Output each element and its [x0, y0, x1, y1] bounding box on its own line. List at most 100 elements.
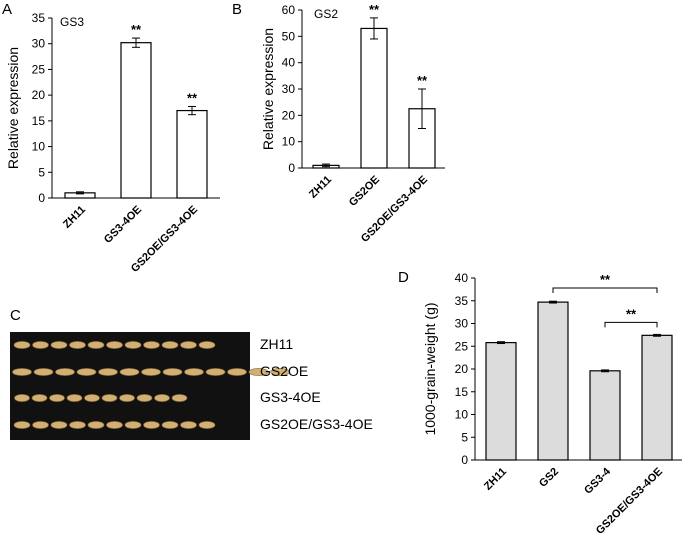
grain-zh11-4	[69, 341, 86, 349]
grain-gs2oe-13	[270, 368, 290, 376]
chart-d-y-tick-label-15: 15	[455, 385, 469, 399]
chart-a-y-tick-label-35: 35	[32, 11, 46, 25]
chart-d-y-tick-label-5: 5	[461, 430, 468, 444]
chart-b-y-tick-label-20: 20	[282, 108, 296, 122]
grain-gs2oe-7	[141, 368, 161, 376]
grain-gs2oe-12	[248, 368, 269, 376]
grain-gs2oe-3	[55, 368, 75, 376]
chart-d-bar-zh11	[485, 342, 517, 461]
chart-d-bar-gs2	[537, 301, 569, 461]
grain-gs3-4oe-1	[14, 394, 30, 402]
chart-d-y-tick-label-35: 35	[455, 294, 469, 308]
grain-row-gs2oe-gs3-4oe	[13, 421, 216, 429]
chart-b-bar-gs2oe-gs3-4oe	[408, 108, 436, 169]
chart-a-y-tick-label-25: 25	[32, 62, 46, 76]
grain-zh11-1	[13, 341, 31, 349]
chart-d-y-tick-label-30: 30	[455, 317, 469, 331]
chart-b-category-label-gs2oe: GS2OE	[347, 174, 382, 209]
chart-b-bar-gs2oe	[360, 27, 388, 169]
chart-a-y-tick-label-15: 15	[32, 114, 46, 128]
panel-letter-b: B	[232, 1, 242, 18]
panel-letter-c: C	[10, 307, 21, 324]
grain-gs2oe-gs3-4oe-5	[87, 421, 105, 429]
grain-gs3-4oe-7	[119, 394, 135, 402]
chart-a-bar-gs2oe-gs3-4oe	[176, 109, 208, 199]
grain-gs2oe-gs3-4oe-3	[50, 421, 68, 429]
panel-letter-d: D	[398, 269, 409, 286]
chart-d-y-tick-label-40: 40	[455, 271, 469, 285]
chart-d-comparison-gs2-vs-gs2oe-gs3-4oe-label: **	[600, 272, 611, 287]
grain-zh11-2	[32, 341, 49, 349]
chart-a-inset-label: GS3	[60, 15, 84, 29]
grain-gs2oe-gs3-4oe-8	[143, 421, 160, 429]
panel-letter-a: A	[2, 1, 12, 18]
grain-gs2oe-2	[33, 368, 54, 376]
grain-gs2oe-11	[227, 368, 247, 376]
grain-gs2oe-8	[162, 368, 183, 376]
chart-d-category-label-gs3-4: GS3-4	[582, 465, 614, 497]
grain-label-zh11: ZH11	[260, 336, 293, 352]
grain-gs3-4oe-3	[49, 394, 65, 402]
grain-label-gs3-4oe: GS3-4OE	[260, 389, 321, 405]
grain-gs3-4oe-8	[136, 394, 153, 402]
grain-gs2oe-gs3-4oe-10	[180, 421, 197, 429]
chart-b-y-tick-label-60: 60	[282, 3, 296, 17]
grain-gs2oe-gs3-4oe-9	[161, 421, 179, 429]
grain-gs2oe-gs3-4oe-7	[124, 421, 142, 429]
chart-d-comparison-gs2-vs-gs2oe-gs3-4oe-bracket	[552, 287, 658, 293]
chart-a-y-tick-label-20: 20	[32, 88, 46, 102]
chart-a-y-tick-label-30: 30	[32, 37, 46, 51]
grain-rows	[12, 341, 290, 429]
grain-gs3-4oe-6	[101, 394, 118, 402]
grain-zh11-5	[87, 341, 105, 349]
grain-gs3-4oe-2	[31, 394, 48, 402]
grain-photo-panel: ZH11 GS2OE GS3-4OE GS2OE/GS3-4OE	[10, 332, 373, 440]
chart-b-category-label-zh11: ZH11	[307, 174, 334, 201]
chart-a-bar-gs3-4oe	[120, 42, 152, 199]
grain-zh11-7	[124, 341, 142, 349]
grain-gs3-4oe-5	[84, 394, 100, 402]
grain-gs2oe-6	[119, 368, 140, 376]
grain-row-gs3-4oe	[14, 394, 188, 402]
grain-row-zh11	[13, 341, 216, 349]
chart-d-comparison-gs3-4-vs-gs2oe-gs3-4oe-bracket	[604, 321, 658, 328]
chart-d-grain-weight: 0 5 10 15 20 25 30 35 40 1000-grain-weight (g) ZH1…	[422, 271, 682, 536]
chart-d-y-tick-label-20: 20	[455, 362, 469, 376]
grain-gs2oe-9	[184, 368, 204, 376]
grain-zh11-3	[50, 341, 68, 349]
chart-a-y-tick-label-10: 10	[32, 140, 46, 154]
chart-a-expression-gs3: 0 5 10 15 20 25 30 35 Relative expression GS3 ZH11…	[5, 11, 220, 275]
grain-zh11-10	[180, 341, 197, 349]
chart-b-expression-gs2: 0 10 20 30 40 50 60 Relative expression GS2 ZH11 *…	[260, 2, 445, 245]
chart-b-significance-gs2oe: **	[369, 2, 380, 17]
grain-gs2oe-1	[12, 368, 32, 376]
grain-label-gs2oe: GS2OE	[260, 363, 308, 379]
chart-a-category-label-zh11: ZH11	[61, 204, 88, 231]
grain-gs2oe-gs3-4oe-4	[69, 421, 86, 429]
chart-a-y-tick-label-0: 0	[38, 191, 45, 205]
chart-b-inset-label: GS2	[314, 7, 338, 21]
grain-gs2oe-5	[98, 368, 118, 376]
chart-b-y-tick-label-30: 30	[282, 82, 296, 96]
chart-d-y-tick-label-25: 25	[455, 339, 469, 353]
grain-zh11-8	[143, 341, 160, 349]
grain-gs2oe-gs3-4oe-1	[13, 421, 31, 429]
chart-d-y-tick-label-0: 0	[461, 453, 468, 467]
grain-label-gs2oe-gs3-4oe: GS2OE/GS3-4OE	[260, 416, 373, 432]
chart-d-y-axis-title: 1000-grain-weight (g)	[422, 302, 438, 435]
grain-zh11-11	[198, 341, 216, 349]
chart-b-y-axis-title: Relative expression	[260, 28, 276, 150]
chart-d-category-label-gs2: GS2	[537, 466, 561, 490]
grain-gs3-4oe-10	[171, 394, 188, 402]
grain-row-gs2oe	[12, 368, 290, 376]
grain-gs2oe-4	[76, 368, 97, 376]
grain-gs2oe-10	[205, 368, 226, 376]
grain-zh11-6	[106, 341, 123, 349]
grain-gs3-4oe-9	[154, 394, 170, 402]
grain-gs2oe-gs3-4oe-2	[32, 421, 49, 429]
chart-a-y-axis-title: Relative expression	[5, 47, 21, 169]
chart-d-y-tick-label-10: 10	[455, 408, 469, 422]
chart-d-comparison-gs3-4-vs-gs2oe-gs3-4oe-label: **	[626, 306, 637, 321]
grain-zh11-9	[161, 341, 179, 349]
